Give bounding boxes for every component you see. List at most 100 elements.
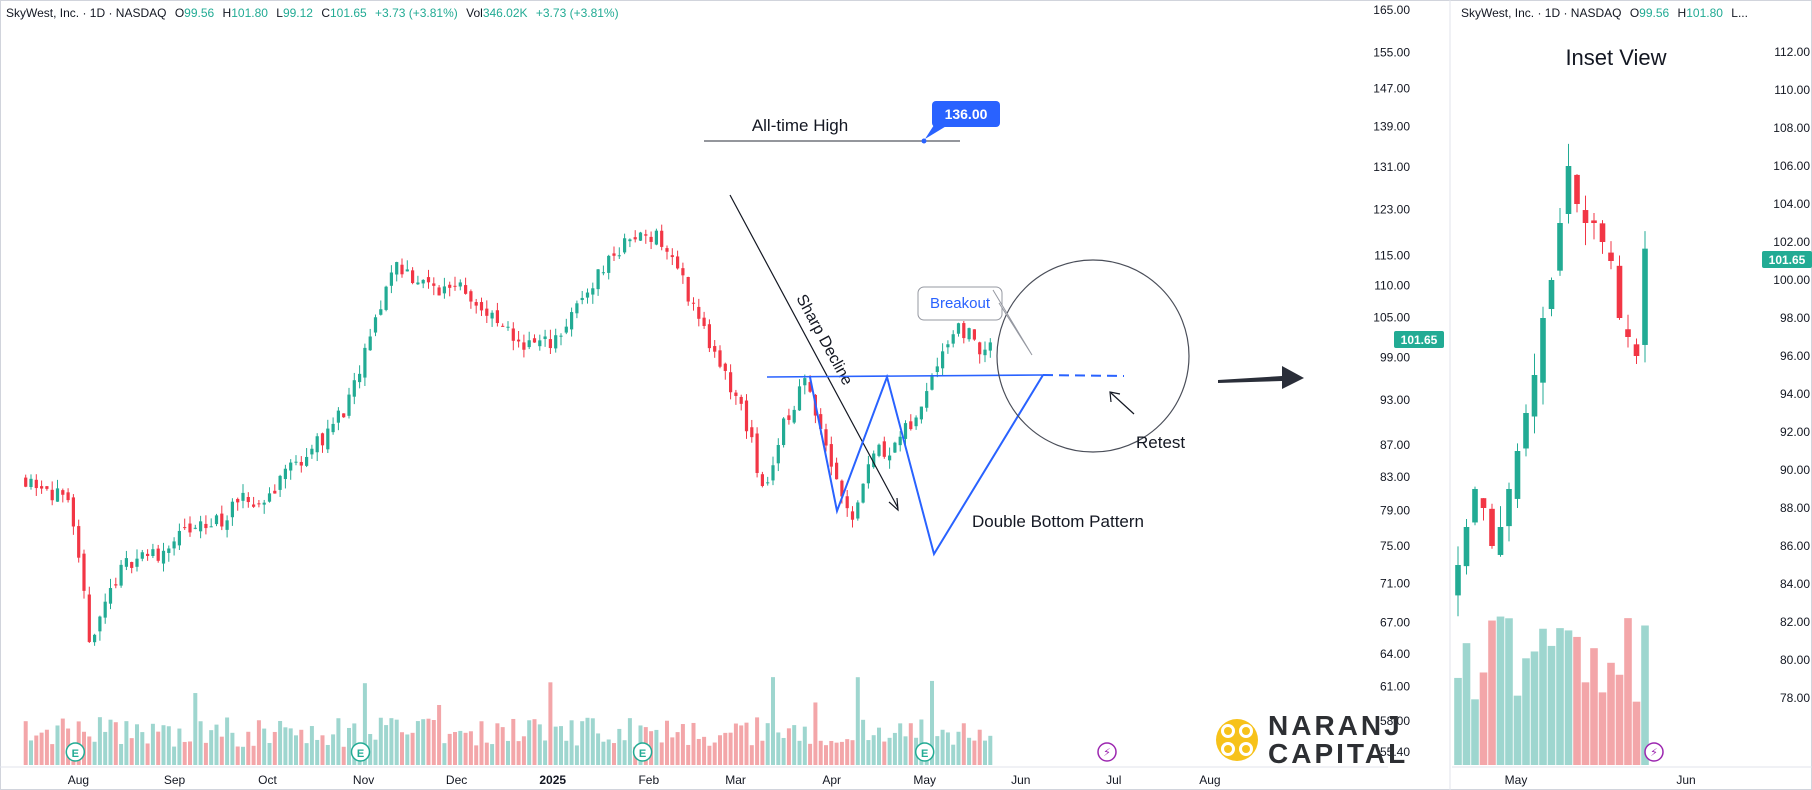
candle-body (660, 230, 664, 247)
candle-body (548, 339, 552, 349)
candle-body (760, 474, 764, 486)
candle-body (34, 479, 38, 489)
inset-candle-body (1633, 344, 1640, 356)
volume-bars (23, 677, 993, 765)
candle-body (617, 255, 621, 257)
candle-body (448, 284, 452, 288)
dividend-bolt-marker[interactable]: ⚡ (1644, 742, 1664, 762)
event-markers: E E E E ⚡ ⚡ (65, 742, 1664, 762)
candle-body (681, 268, 685, 276)
inset-time-tick-label: Jun (1676, 773, 1695, 787)
earnings-marker[interactable]: E (65, 742, 86, 762)
volume-bar (590, 718, 595, 765)
time-axis[interactable]: Aug Sep Oct Nov Dec 2025 Feb Mar Apr May Jun Jul Aug… (68, 773, 1696, 787)
volume-bar (908, 723, 913, 765)
retest-annotation[interactable]: Retest (1109, 391, 1185, 452)
volume-bar (373, 739, 378, 765)
inset-volume-bar (1547, 645, 1556, 765)
volume-bar (495, 723, 500, 765)
brand-line-1: NARANJ (1268, 710, 1403, 741)
volume-bar (50, 744, 55, 765)
inset-price-tick-label: 90.00 (1780, 463, 1810, 477)
volume-bar (415, 721, 420, 765)
time-tick-label: May (913, 773, 936, 787)
main-legend[interactable]: SkyWest, Inc. · 1D · NASDAQ O99.56 H101.… (6, 6, 619, 20)
candle-body (856, 502, 860, 519)
inset-legend[interactable]: SkyWest, Inc. · 1D · NASDAQ O99.56 H101.… (1461, 6, 1748, 20)
volume-bar (97, 717, 102, 765)
candle-body (872, 453, 876, 468)
volume-bar (829, 740, 834, 765)
volume-bar (161, 725, 166, 765)
volume-bar (569, 720, 574, 765)
volume-bar (256, 720, 261, 765)
candle-body (644, 234, 648, 236)
candle-body (336, 410, 340, 423)
price-axis[interactable]: 165.00 155.00 147.00 139.00 131.00 123.00 115.… (1373, 3, 1410, 759)
volume-bar (707, 745, 712, 765)
retest-arrow (1110, 392, 1135, 415)
candle-body (389, 272, 393, 286)
ath-price-tag[interactable] (932, 101, 1000, 127)
candle-body (978, 342, 982, 355)
volume-bar (135, 724, 139, 765)
volume-bar (712, 742, 717, 765)
candle-body (305, 456, 309, 466)
volume-bar (813, 702, 818, 765)
candle-body (607, 255, 611, 273)
inset-candle-body (1523, 413, 1529, 449)
inset-price-tick-label: 98.00 (1780, 311, 1810, 325)
candle-body (776, 444, 780, 464)
volume-bar (930, 680, 934, 765)
candle-body (941, 351, 945, 369)
volume-bar (728, 732, 733, 765)
volume-bar (760, 740, 765, 765)
inset-price-axis[interactable]: 112.00 110.00 108.00 106.00 104.00 102.00 100.… (1773, 45, 1810, 705)
inset-volume-bar (1624, 618, 1632, 765)
volume-bar (665, 720, 669, 765)
inset-volume-bar (1479, 672, 1488, 765)
inset-volume-bar (1513, 695, 1522, 765)
inset-pointer-arrow (1218, 366, 1304, 389)
candle-body (511, 328, 515, 341)
candle-body (782, 418, 786, 446)
breakout-callout[interactable] (917, 286, 1003, 321)
volume-bar (500, 727, 505, 765)
brand-line-2: CAPITAL (1268, 738, 1409, 769)
time-tick-label: Feb (638, 773, 659, 787)
candle-body (40, 486, 44, 489)
volume-bar (802, 726, 807, 765)
inset-volume-bar (1454, 677, 1462, 765)
dividend-bolt-marker[interactable]: ⚡ (1097, 742, 1117, 762)
breakout-annotation[interactable]: Breakout (917, 259, 1190, 453)
ath-annotation[interactable]: All-time High 136.00 (704, 101, 1000, 144)
candle-body (342, 413, 346, 418)
double-bottom-pattern[interactable]: Double Bottom Pattern (766, 373, 1144, 557)
candle-body (416, 282, 420, 285)
time-tick-label: Sep (164, 773, 186, 787)
volume-bar (686, 744, 691, 765)
candle-body (787, 415, 791, 420)
volume-bar (405, 734, 410, 765)
inset-volume-bar (1598, 692, 1607, 765)
inset-price-tick-label: 86.00 (1780, 539, 1810, 553)
earnings-marker[interactable]: E (350, 742, 371, 762)
inset-volume-bar (1641, 625, 1649, 765)
candle-body (665, 248, 669, 252)
inset-candle-body (1514, 451, 1521, 499)
earnings-marker[interactable]: E (914, 742, 935, 762)
candle-body (877, 444, 881, 456)
candle-body (29, 478, 33, 487)
volume-bar (771, 677, 775, 765)
candle-body (156, 548, 160, 561)
volume-bar (209, 730, 214, 765)
volume-bar (368, 734, 373, 765)
earnings-marker[interactable]: E (632, 742, 653, 762)
candle-body (119, 564, 123, 586)
volume-bar (516, 741, 521, 765)
volume-bar (44, 729, 49, 765)
volume-bar (140, 732, 145, 765)
candle-body (538, 340, 542, 347)
candle-body (432, 283, 436, 286)
